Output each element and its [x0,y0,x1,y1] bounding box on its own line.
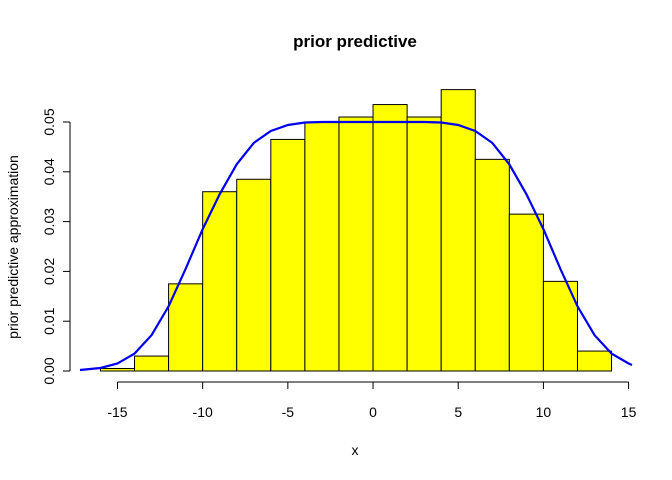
y-tick-label: 0.01 [41,307,57,334]
y-tick-label: 0.04 [41,158,57,185]
histogram-bars [99,89,613,372]
histogram-bar [99,368,136,372]
histogram-bar [372,104,408,372]
histogram-bar [134,355,170,372]
y-tick-label: 0.02 [41,258,57,285]
density-curve-layer [79,120,633,372]
chart-title: prior predictive [293,32,417,51]
histogram-bar [168,283,204,372]
density-curve-line [79,120,633,372]
histogram-bar [202,191,238,372]
histogram-bar [304,121,340,372]
x-axis: -15 -10 -5 0 5 10 15 [107,381,637,420]
histogram-bar [474,158,510,372]
x-tick-label: 0 [369,404,377,420]
histogram-bar [406,116,442,372]
histogram-bar [508,213,544,372]
histogram-bar [270,138,306,372]
histogram-bar [576,350,613,372]
x-axis-label: x [352,442,359,458]
x-tick-label: 15 [621,404,637,420]
y-axis-label: prior predictive approximation [5,155,21,339]
y-tick-label: 0.03 [41,208,57,235]
histogram-bar [440,89,476,372]
y-tick-label: 0.05 [41,108,57,135]
x-tick-label: 5 [454,404,462,420]
y-tick-label: 0.00 [41,357,57,384]
x-tick-label: -5 [282,404,295,420]
x-tick-label: -15 [107,404,127,420]
x-tick-label: 10 [536,404,552,420]
x-tick-label: -10 [193,404,213,420]
y-axis: 0.00 0.01 0.02 0.03 0.04 0.05 [41,108,71,385]
histogram-bar [338,116,374,372]
histogram-bar [236,178,272,372]
